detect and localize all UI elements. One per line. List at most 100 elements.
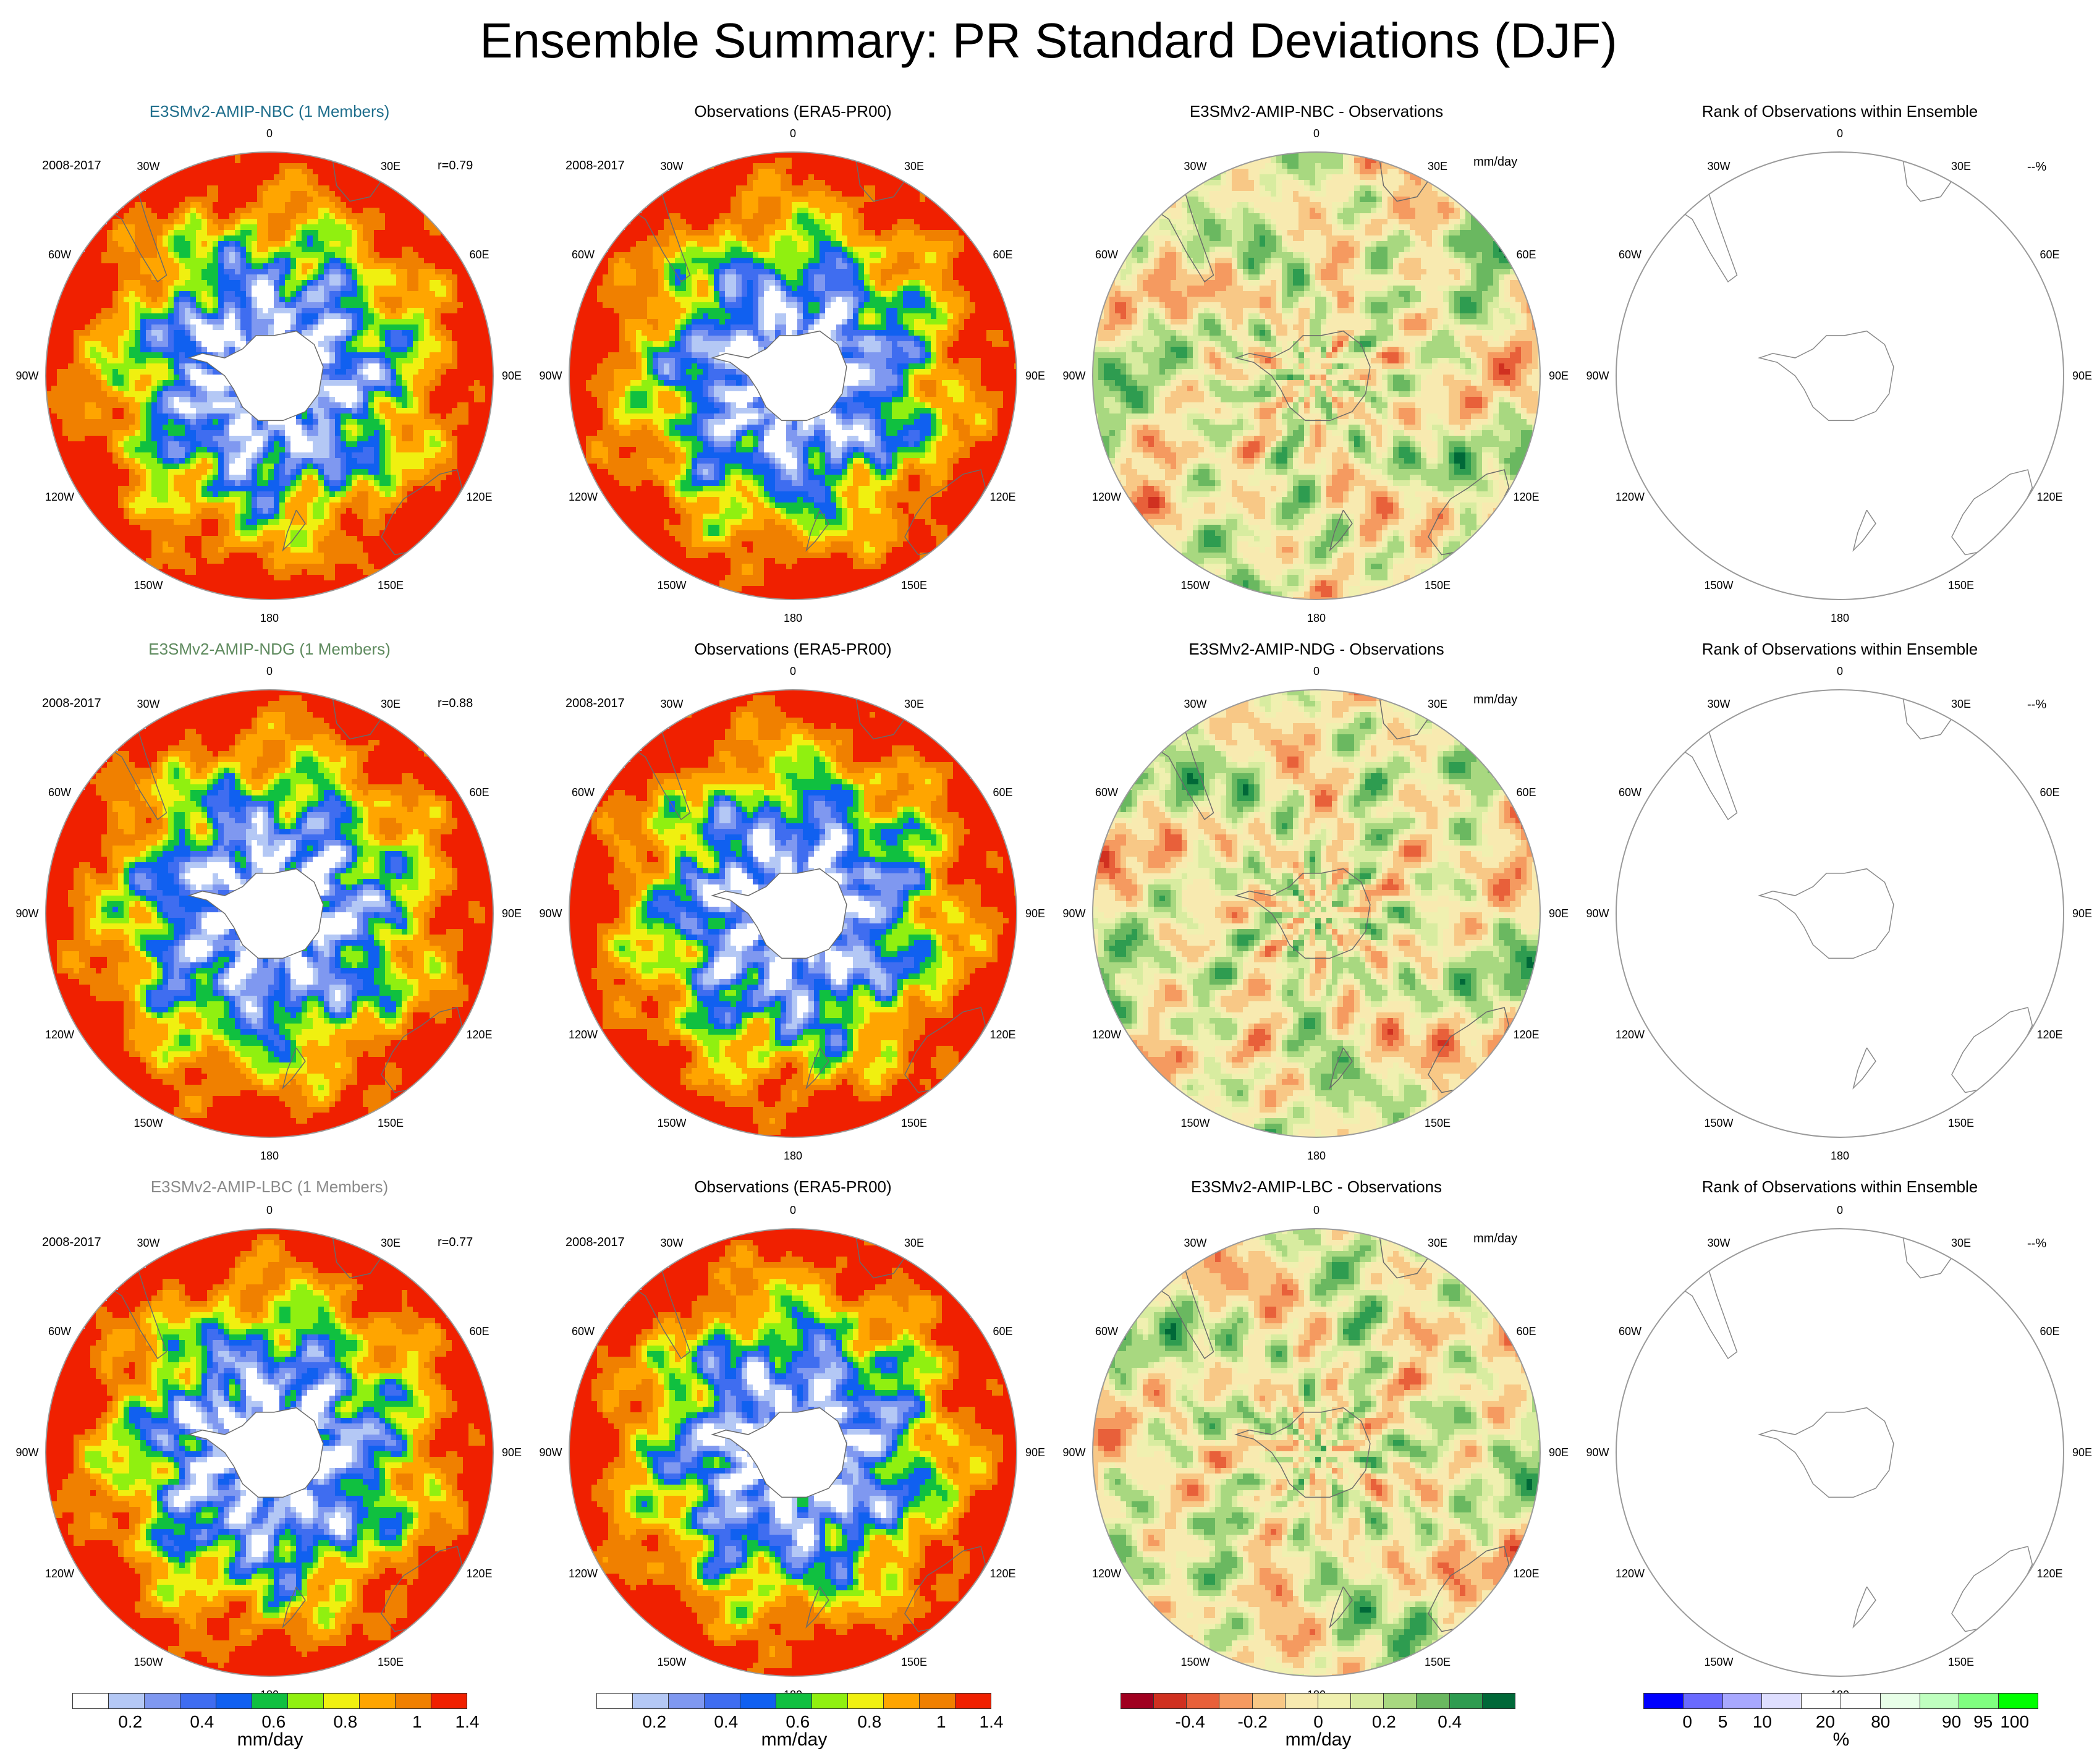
longitude-label: 30E [1951,160,1971,172]
colorbar-box [323,1693,360,1709]
panel-title: Observations (ERA5-PR00) [577,101,1009,121]
longitude-label: 150W [133,579,163,592]
longitude-label: 0 [1837,665,1843,677]
polar-map-11 [1616,1228,2064,1677]
map-field [46,152,493,600]
longitude-label: 120E [989,491,1015,503]
antarctica-mask [712,331,847,421]
coastline [631,1260,691,1360]
map-field [1093,690,1540,1137]
period-label: 2008-2017 [566,1235,625,1250]
colorbar-rank [1643,1693,2038,1709]
longitude-label: 90W [15,1446,38,1459]
longitude-label: 60W [48,786,71,799]
longitude-label: 120E [466,1028,492,1041]
colorbar-tick-label: 95 [1973,1713,1993,1731]
colorbar-tick-label: 0.8 [857,1713,881,1731]
coastline [805,509,829,552]
colorbar-box [632,1693,669,1709]
longitude-label: 60E [993,1325,1012,1338]
map-field [1678,694,2033,1093]
longitude-label: 150E [1425,1656,1451,1668]
map-border [569,151,1017,600]
longitude-label: 120W [1616,1028,1645,1041]
longitude-label: 120W [1092,1567,1121,1580]
longitude-label: 60E [2040,786,2059,799]
longitude-label: 120E [989,1028,1015,1041]
longitude-label: 180 [1307,1150,1326,1162]
longitude-label: 60E [1516,248,1536,261]
colorbar-box [1801,1693,1841,1709]
map-field [1678,156,2033,556]
longitude-label: 60W [1619,786,1642,799]
colorbar-tick-label: 20 [1816,1713,1835,1731]
colorbar-box [847,1693,884,1709]
colorbar-box [1449,1693,1483,1709]
map-field [569,1229,1017,1676]
coastline [1951,1007,2033,1093]
longitude-label: 60E [2040,1325,2059,1338]
map-border [1616,1228,2064,1677]
longitude-label: 30W [1184,1237,1206,1249]
longitude-label: 150W [1180,579,1209,592]
antarctica-mask [189,331,323,421]
antarctica-mask [712,1407,847,1498]
colorbar-box [1153,1693,1187,1709]
longitude-label: 150E [378,579,404,592]
longitude-label: 60E [2040,248,2059,261]
coastline [1852,509,1876,552]
longitude-label: 90E [1549,907,1569,920]
coastline [1234,330,1371,422]
longitude-label: 120E [2036,1028,2062,1041]
coastline [1757,868,1894,959]
panel-title: Observations (ERA5-PR00) [577,1177,1009,1197]
map-field [569,690,1017,1137]
colorbar-box [108,1693,145,1709]
longitude-label: 0 [1837,127,1843,140]
colorbar-box [919,1693,955,1709]
coastline [1951,1546,2033,1632]
colorbar-tick-label: 0.4 [190,1713,214,1731]
longitude-label: 60W [48,248,71,261]
longitude-label: 30E [1951,698,1971,710]
period-label: 2008-2017 [42,696,101,711]
polar-map-2 [1092,151,1541,600]
longitude-label: 0 [1313,665,1320,677]
colorbar-box [596,1693,633,1709]
correlation-label: r=0.77 [438,1235,473,1250]
colorbar-tick-label: 5 [1718,1713,1728,1731]
longitude-label: 150E [378,1656,404,1668]
coastline [1329,1586,1353,1629]
longitude-label: 90W [15,370,38,382]
colorbar-box [1284,1693,1318,1709]
longitude-label: 120W [1616,491,1645,503]
longitude-label: 150W [1704,1117,1733,1129]
colorbar-box [359,1693,396,1709]
longitude-label: 30E [1428,1237,1447,1249]
longitude-label: 120E [466,491,492,503]
longitude-label: 60E [469,1325,489,1338]
longitude-label: 60W [1095,786,1118,799]
longitude-label: 90E [1025,1446,1045,1459]
colorbar-tick-label: 0.4 [1438,1713,1462,1731]
colorbar-tick-label: 1.4 [980,1713,1004,1731]
coastline [1902,156,1957,202]
colorbar-box [1383,1693,1417,1709]
longitude-label: 180 [1307,612,1326,624]
longitude-label: 120E [466,1567,492,1580]
figure-title: Ensemble Summary: PR Standard Deviations… [0,11,2097,70]
longitude-label: 150E [1425,579,1451,592]
panel-title: Rank of Observations within Ensemble [1624,1177,2056,1197]
longitude-label: 180 [1831,612,1849,624]
colorbar-box [252,1693,288,1709]
coastline [855,1233,910,1279]
map-border [45,1228,494,1677]
colorbar-tick-label: 0.6 [786,1713,810,1731]
coastline [1902,1233,1957,1279]
longitude-label: 150E [378,1117,404,1129]
longitude-label: 30E [381,698,400,710]
polar-map-6 [1092,689,1541,1138]
longitude-label: 150E [1948,1656,1974,1668]
longitude-label: 90W [539,907,562,920]
coastline [1329,509,1353,552]
